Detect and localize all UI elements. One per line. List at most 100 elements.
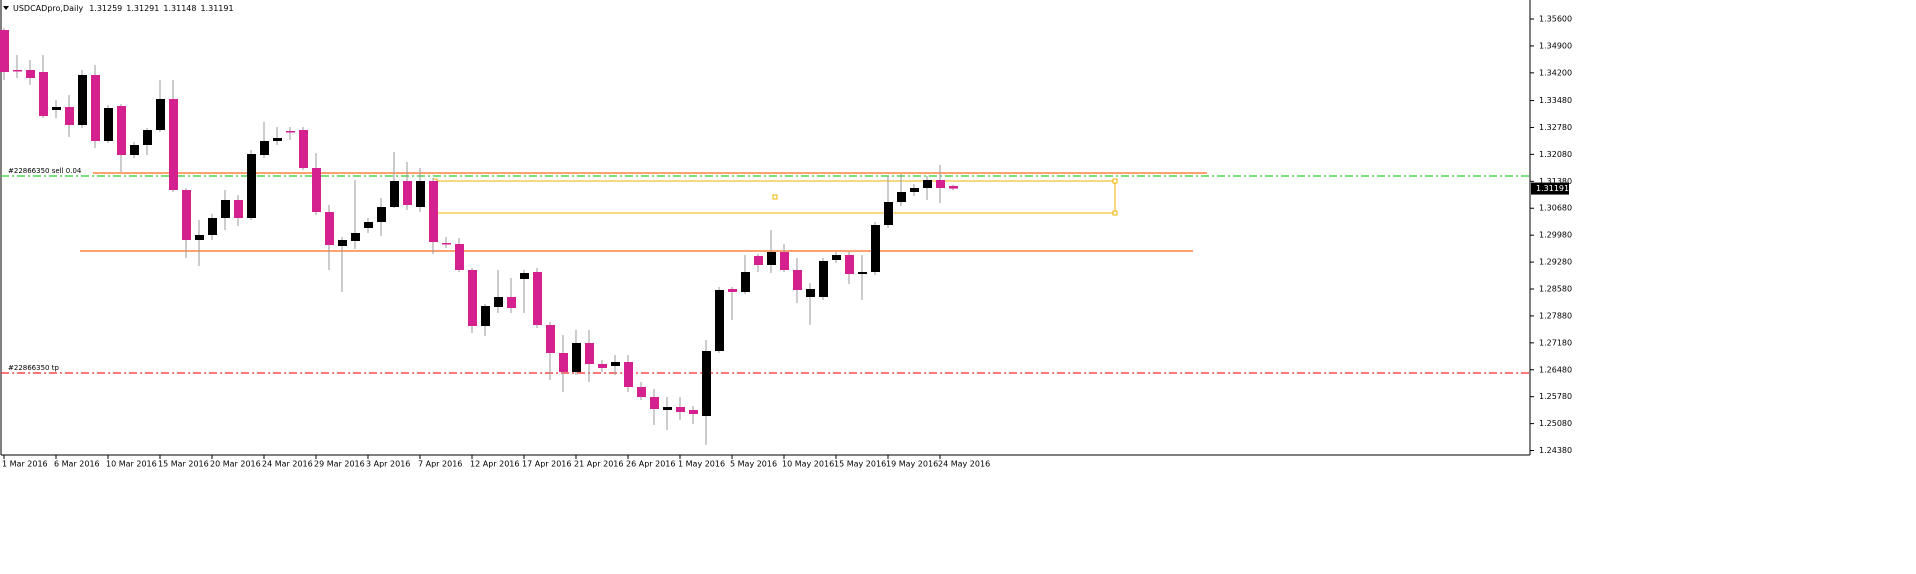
candle-body [0, 30, 9, 72]
candle-body [468, 270, 477, 326]
candle-body [780, 252, 789, 270]
candle-body [182, 190, 191, 240]
candle-body [338, 240, 347, 246]
candle-body [169, 99, 178, 190]
candle-body [247, 154, 256, 218]
y-tick-label: 1.29280 [1539, 258, 1572, 267]
candle-body [715, 290, 724, 351]
symbol: USDCADpro,Daily [13, 4, 83, 13]
y-tick-label: 1.33480 [1539, 96, 1572, 105]
y-tick-label: 1.27880 [1539, 311, 1572, 320]
x-tick-label: 5 May 2016 [730, 460, 777, 469]
y-tick-label: 1.28580 [1539, 285, 1572, 294]
candle-body [663, 407, 672, 410]
header-high: 1.31291 [126, 4, 159, 13]
candle-body [39, 72, 48, 116]
candle-body [78, 75, 87, 125]
menu-triangle[interactable] [3, 6, 9, 10]
y-tick-label: 1.34200 [1539, 68, 1572, 77]
y-tick-label: 1.32780 [1539, 123, 1572, 132]
y-tick-label: 1.25080 [1539, 419, 1572, 428]
candle-body [520, 273, 529, 279]
x-tick-label: 7 Apr 2016 [418, 460, 462, 469]
candle-body [273, 138, 282, 141]
y-tick-label: 1.24380 [1539, 446, 1572, 455]
level-label: #22866350 tp [8, 364, 59, 372]
x-tick-label: 10 May 2016 [782, 460, 834, 469]
candle-body [559, 353, 568, 372]
candle-body [494, 297, 503, 307]
candle-body [793, 270, 802, 290]
candle-body [377, 207, 386, 222]
candle-body [832, 255, 841, 260]
candle-body [143, 130, 152, 145]
candle-body [364, 222, 373, 228]
x-tick-label: 15 Mar 2016 [158, 460, 209, 469]
candle-body [741, 272, 750, 292]
x-tick-label: 10 Mar 2016 [106, 460, 157, 469]
y-tick-label: 1.30680 [1539, 204, 1572, 213]
candle-body [689, 410, 698, 414]
price-marker [1531, 182, 1569, 195]
y-tick-label: 1.35600 [1539, 15, 1572, 24]
candle-body [65, 107, 74, 125]
candle-body [637, 387, 646, 397]
rectangle-handle [1112, 178, 1118, 184]
candle-body [455, 244, 464, 270]
candle-body [806, 289, 815, 297]
x-tick-label: 12 Apr 2016 [470, 460, 519, 469]
candle-body [286, 131, 295, 133]
y-tick-label: 1.31380 [1539, 177, 1572, 186]
candle-body [507, 297, 516, 308]
candle-body [403, 181, 412, 205]
candle-body [325, 212, 334, 245]
x-tick-label: 1 Mar 2016 [2, 460, 48, 469]
candle-body [156, 99, 165, 130]
candle-body [650, 397, 659, 409]
candle-body [117, 106, 126, 155]
x-tick-label: 24 Mar 2016 [262, 460, 313, 469]
y-tick-label: 1.34900 [1539, 41, 1572, 50]
candle-body [299, 130, 308, 168]
candle-body [585, 343, 594, 364]
header-close: 1.31191 [200, 4, 233, 13]
candle-body [949, 185, 958, 189]
price-marker-label: 1.31191 [1536, 184, 1569, 193]
candle-body [702, 351, 711, 416]
header-open: 1.31259 [89, 4, 122, 13]
candle-body [611, 362, 620, 366]
candle-body [533, 272, 542, 325]
x-tick-label: 24 May 2016 [938, 460, 990, 469]
candle-body [858, 272, 867, 274]
candle-body [234, 200, 243, 218]
candle-body [481, 306, 490, 326]
candle-body [845, 255, 854, 274]
candle-body [923, 180, 932, 188]
x-tick-label: 20 Mar 2016 [210, 460, 261, 469]
candle-body [52, 107, 61, 110]
candle-body [130, 145, 139, 155]
candle-body [260, 141, 269, 155]
rectangle-handle [1112, 210, 1118, 216]
candle-body [13, 70, 22, 72]
candle-body [442, 243, 451, 245]
candle-body [91, 75, 100, 141]
candle-body [598, 364, 607, 368]
y-tick-label: 1.29980 [1539, 231, 1572, 240]
candle-body [910, 188, 919, 192]
chart-header: USDCADpro,Daily 1.31259 1.31291 1.31148 1.31… [13, 4, 234, 13]
candle-body [546, 325, 555, 353]
header-low: 1.31148 [163, 4, 196, 13]
candle-body [312, 168, 321, 212]
candle-body [884, 202, 893, 225]
x-tick-label: 26 Apr 2016 [626, 460, 675, 469]
candle-body [754, 256, 763, 265]
candle-body [208, 218, 217, 235]
candle-body [390, 181, 399, 207]
candle-body [897, 192, 906, 202]
candle-body [624, 362, 633, 387]
x-tick-label: 19 May 2016 [886, 460, 938, 469]
candle-body [936, 180, 945, 188]
x-tick-label: 29 Mar 2016 [314, 460, 365, 469]
